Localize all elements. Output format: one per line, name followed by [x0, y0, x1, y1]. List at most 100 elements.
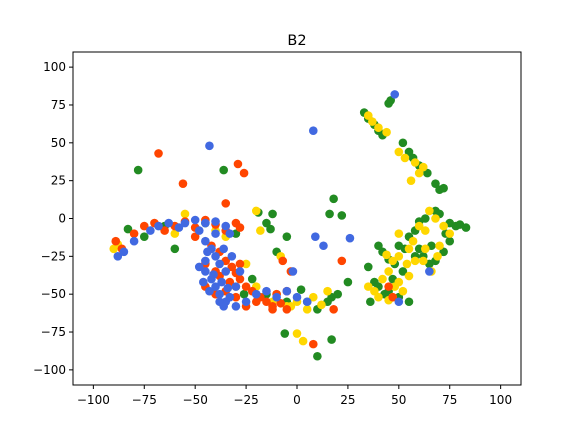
scatter-point: [221, 221, 231, 231]
scatter-point: [406, 176, 416, 185]
scatter-point: [225, 292, 235, 302]
scatter-point: [194, 226, 204, 235]
scatter-point: [408, 236, 418, 246]
scatter-point: [366, 297, 375, 307]
scatter-point: [219, 244, 228, 254]
scatter-point: [180, 209, 190, 219]
scatter-point: [199, 277, 208, 287]
scatter-point: [201, 256, 210, 266]
scatter-point: [170, 244, 180, 254]
x-tick-label: −25: [233, 393, 258, 407]
scatter-point: [425, 267, 434, 276]
scatter-point: [329, 305, 338, 314]
scatter-point: [215, 259, 224, 269]
x-tick-label: −75: [132, 393, 157, 407]
scatter-point: [227, 252, 237, 261]
scatter-point: [439, 183, 448, 193]
scatter-point: [288, 267, 298, 276]
scatter-point: [445, 229, 455, 238]
x-tick-label: 100: [489, 393, 512, 407]
scatter-point: [235, 267, 245, 276]
scatter-point: [235, 259, 245, 269]
scatter-point: [235, 223, 245, 232]
x-tick-label: 75: [442, 393, 457, 407]
scatter-point: [394, 277, 404, 287]
scatter-point: [215, 289, 224, 299]
scatter-point: [319, 241, 328, 251]
scatter-point: [203, 247, 212, 257]
scatter-point: [313, 351, 322, 361]
scatter-point: [398, 138, 408, 148]
scatter-point: [233, 159, 243, 169]
scatter-point: [239, 289, 249, 299]
scatter-point: [201, 236, 210, 246]
scatter-point: [420, 244, 430, 254]
scatter-point: [268, 305, 277, 314]
scatter-point: [282, 286, 292, 296]
scatter-point: [190, 232, 200, 241]
scatter-point: [133, 165, 143, 175]
scatter-point: [205, 286, 214, 296]
scatter-point: [337, 211, 347, 220]
scatter-point: [174, 223, 184, 232]
scatter-point: [363, 262, 373, 272]
scatter-point: [266, 224, 275, 234]
scatter-point: [431, 179, 440, 188]
scatter-point: [219, 165, 228, 175]
scatter-point: [268, 209, 277, 219]
x-tick-label: 0: [293, 393, 301, 407]
x-tick-label: 25: [340, 393, 355, 407]
scatter-point: [205, 141, 214, 151]
scatter-point: [308, 339, 318, 349]
scatter-point: [111, 236, 121, 246]
scatter-point: [317, 300, 326, 310]
scatter-point: [251, 206, 261, 216]
scatter-point: [394, 147, 404, 157]
scatter-point: [333, 289, 343, 299]
scatter-point: [231, 282, 241, 291]
x-tick-label: −100: [77, 393, 110, 407]
scatter-point: [231, 229, 241, 238]
scatter-point: [190, 215, 200, 225]
scatter-point: [139, 221, 149, 231]
scatter-point: [404, 297, 414, 307]
scatter-point: [123, 224, 133, 234]
scatter-point: [211, 282, 220, 291]
scatter-point: [329, 194, 338, 204]
scatter-point: [414, 221, 424, 231]
y-tick-label: −75: [41, 325, 66, 339]
scatter-point: [170, 229, 180, 238]
scatter-point: [410, 158, 420, 167]
scatter-point: [374, 292, 383, 302]
scatter-point: [221, 267, 231, 276]
y-tick-label: 0: [58, 212, 66, 226]
scatter-points: [109, 90, 471, 361]
scatter-point: [302, 297, 312, 307]
scatter-point: [398, 286, 408, 296]
scatter-point: [129, 236, 139, 246]
scatter-point: [461, 223, 471, 232]
scatter-point: [368, 117, 377, 126]
scatter-point: [402, 259, 412, 269]
chart-title: B2: [287, 33, 306, 49]
y-tick-label: 50: [51, 136, 66, 150]
scatter-point: [139, 232, 149, 241]
scatter-point: [400, 153, 410, 163]
scatter-point: [262, 297, 271, 307]
scatter-point: [325, 209, 334, 219]
scatter-point: [363, 282, 373, 291]
scatter-point: [418, 256, 428, 266]
scatter-point: [363, 111, 373, 120]
scatter-point: [256, 226, 265, 235]
scatter-point: [211, 252, 220, 261]
scatter-point: [311, 232, 320, 241]
scatter-point: [343, 277, 353, 287]
x-tick-labels: −100 −75 −50 −25 0 25 50 75 100: [77, 385, 512, 407]
scatter-point: [292, 292, 302, 302]
scatter-point: [386, 96, 395, 105]
scatter-point: [211, 217, 220, 226]
scatter-point: [227, 262, 237, 272]
scatter-point: [394, 252, 404, 261]
scatter-point: [178, 179, 188, 188]
